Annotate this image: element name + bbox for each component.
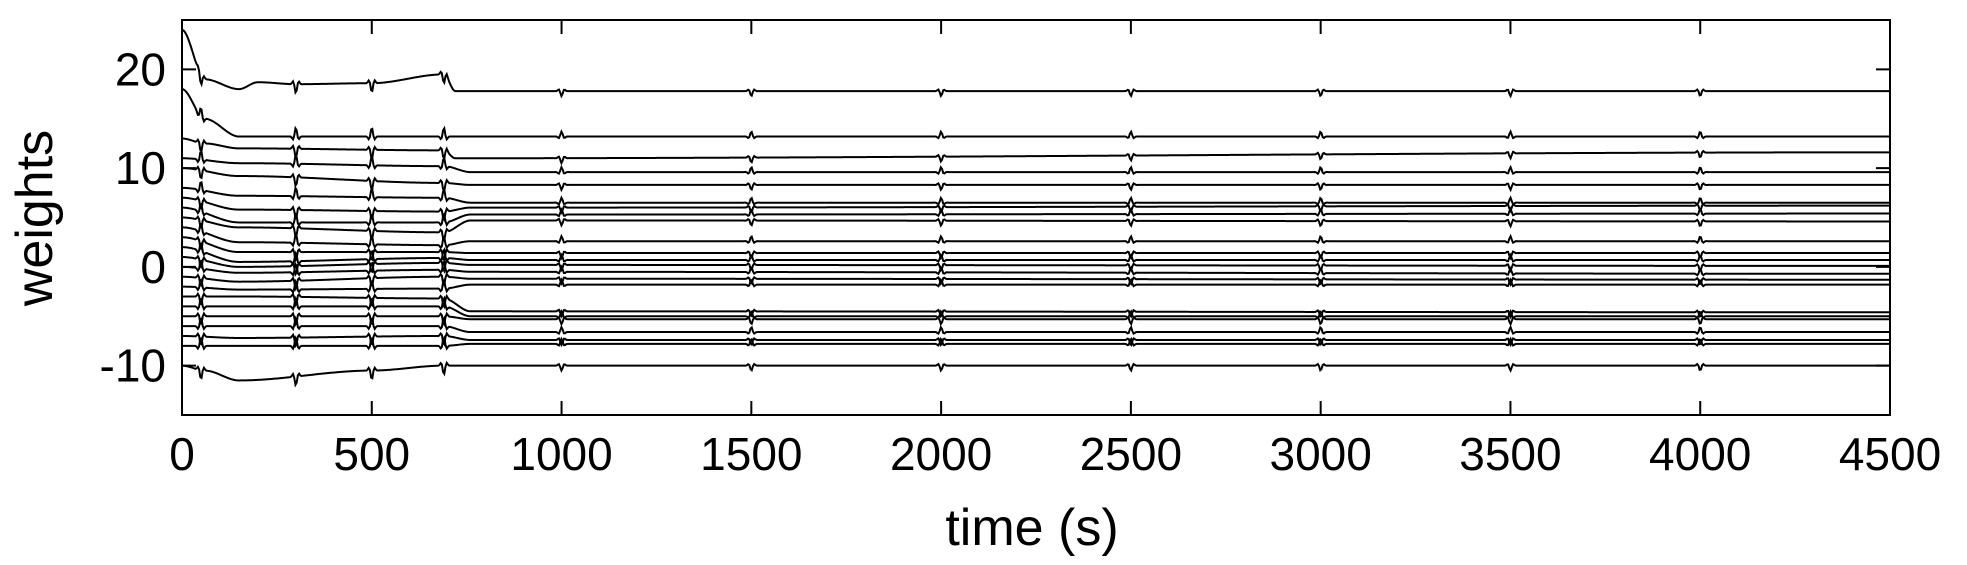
series-layer [181,28,1891,388]
weight-series-line [181,150,1890,176]
weight-series-line [182,331,1890,349]
y-tick-label: 20 [115,43,166,95]
x-tick-label: 2500 [1080,428,1182,480]
x-tick-label: 3500 [1459,428,1561,480]
y-tick-label: 10 [115,142,166,194]
weight-series-line [181,195,1890,223]
weight-series-line [181,360,1890,388]
weight-series-line [181,254,1890,278]
x-tick-label: 2000 [890,428,992,480]
weight-series-line [182,258,1890,278]
y-tick-label: 0 [140,241,166,293]
x-tick-label: 1000 [510,428,612,480]
x-tick-label: 0 [169,428,195,480]
x-tick-label: 500 [333,428,410,480]
y-tick-labels: -10 0 10 20 [100,43,166,391]
plot-frame [181,19,1891,416]
weight-series-line [181,137,1891,166]
weight-series-line [181,202,1890,228]
weight-series-line [181,88,1890,142]
x-tick-labels: 0 500 1000 1500 2000 2500 3000 3500 4000 4500 [169,428,1941,480]
x-tick-label: 4500 [1839,428,1941,480]
weight-series-line [181,165,1890,194]
weight-series-line [181,181,1890,206]
weight-series-line [181,28,1890,99]
x-axis-label: time (s) [945,499,1118,557]
weight-series-line [182,334,1890,351]
weight-series-line [181,235,1890,263]
y-tick-label: -10 [100,340,166,392]
weight-series-line [182,295,1890,320]
weight-series-line [182,315,1890,336]
weight-series-line [181,214,1890,244]
x-tick-label: 4000 [1649,428,1751,480]
weight-series-line [181,222,1890,250]
x-tick-label: 1500 [700,428,802,480]
y-axis-label: weights [6,130,64,307]
weight-series-line [181,242,1890,267]
weight-series-line [182,277,1890,295]
weight-series-line [182,291,1890,320]
weight-series-line [181,271,1890,292]
x-tick-label: 3000 [1269,428,1371,480]
weight-series-line [182,311,1890,328]
